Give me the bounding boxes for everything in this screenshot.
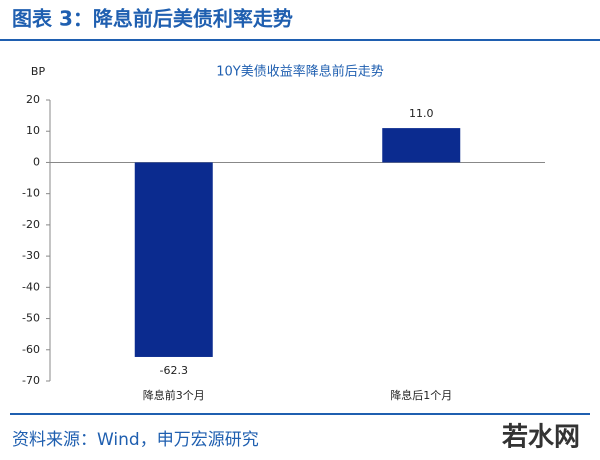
y-tick-label: -40 (22, 280, 40, 293)
watermark: 若水网 (502, 423, 580, 453)
y-tick-label: -60 (22, 343, 40, 356)
y-tick-label: -30 (22, 249, 40, 262)
source-note: 资料来源：Wind，申万宏源研究 (12, 430, 259, 450)
y-tick-label: -20 (22, 218, 40, 231)
bar (134, 162, 213, 357)
y-tick-label: -70 (22, 374, 40, 387)
y-tick-label: 20 (26, 93, 40, 106)
page-title: 图表 3：降息前后美债利率走势 (12, 7, 293, 31)
y-axis-label: BP (31, 65, 46, 78)
bar (382, 128, 461, 163)
y-tick-label: 0 (33, 155, 40, 168)
x-tick-label: 降息后1个月 (390, 388, 452, 402)
x-tick-label: 降息前3个月 (143, 388, 205, 402)
y-tick-label: -50 (22, 312, 40, 325)
value-label: -62.3 (160, 364, 188, 377)
chart-title: 10Y美债收益率降息前后走势 (216, 64, 383, 80)
value-label: 11.0 (409, 107, 434, 120)
y-tick-label: 10 (26, 124, 40, 137)
y-tick-label: -10 (22, 187, 40, 200)
